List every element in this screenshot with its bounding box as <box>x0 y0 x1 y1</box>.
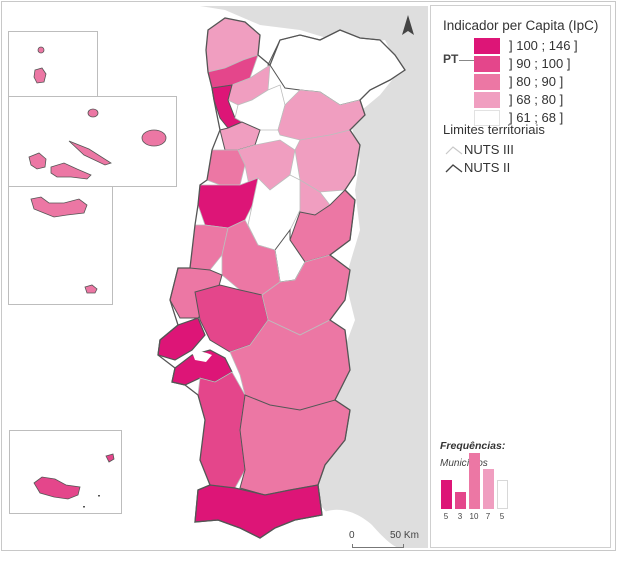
inset-azores-east <box>8 186 113 305</box>
legend-swatch-class-3 <box>474 74 500 90</box>
nuts2-outline <box>157 17 406 539</box>
legend-label-class-1: ] 100 ; 146 ] <box>509 38 578 53</box>
frequency-count-1: 5 <box>443 512 449 521</box>
legend-label-class-3: ] 80 ; 90 ] <box>509 74 564 89</box>
frequency-bar-class-1 <box>441 480 452 509</box>
legend-swatch-class-1 <box>474 38 500 54</box>
legend-label-class-2: ] 90 ; 100 ] <box>509 56 571 71</box>
frequency-count-5: 5 <box>499 512 505 521</box>
frequencies-title: Frequências: <box>440 440 506 452</box>
scale-start-label: 0 <box>349 530 355 541</box>
legend-swatch-class-5 <box>474 110 500 126</box>
legend-swatch-class-4 <box>474 92 500 108</box>
frequency-bar-class-2 <box>455 492 466 509</box>
region-baixo-mondego <box>197 177 259 229</box>
nuts3-line-icon <box>445 146 463 155</box>
frequency-count-2: 3 <box>457 512 463 521</box>
legend-label-class-4: ] 68 ; 80 ] <box>509 92 564 107</box>
frequency-bar-class-3 <box>469 453 480 509</box>
scale-end-label: 50 Km <box>390 530 419 541</box>
frequency-bar-class-4 <box>483 469 494 509</box>
pt-marker-label: PT <box>443 52 459 66</box>
inset-azores-central <box>8 96 177 187</box>
region-baixo-vouga <box>206 149 246 186</box>
frequency-count-4: 7 <box>485 512 491 521</box>
nuts2-line-icon <box>445 164 463 173</box>
frequency-count-3: 10 <box>469 512 479 521</box>
legend-panel: Indicador per Capita (IpC) PT ] 100 ; 14… <box>430 5 611 548</box>
frequencies-subtitle: Municípios <box>440 458 488 469</box>
legend-title: Indicador per Capita (IpC) <box>443 18 599 33</box>
pt-marker-line <box>459 60 476 61</box>
legend-label-class-5: ] 61 ; 68 ] <box>509 110 564 125</box>
inset-madeira <box>9 430 122 514</box>
limit-label-nuts3: NUTS III <box>464 142 514 157</box>
frequency-bar-class-5 <box>497 480 508 509</box>
legend-swatch-class-2 <box>474 56 500 72</box>
region-alentejo-litoral <box>197 371 246 489</box>
limits-title: Limites territoriais <box>443 122 545 137</box>
limit-label-nuts2: NUTS II <box>464 160 511 175</box>
portugal-mainland-map <box>157 6 428 548</box>
spain-area <box>200 6 428 548</box>
north-arrow-icon <box>402 15 414 35</box>
region-algarve <box>194 484 323 539</box>
region-grande-lisboa <box>157 317 206 361</box>
inset-azores-west <box>8 31 98 97</box>
scale-bar <box>352 544 404 548</box>
